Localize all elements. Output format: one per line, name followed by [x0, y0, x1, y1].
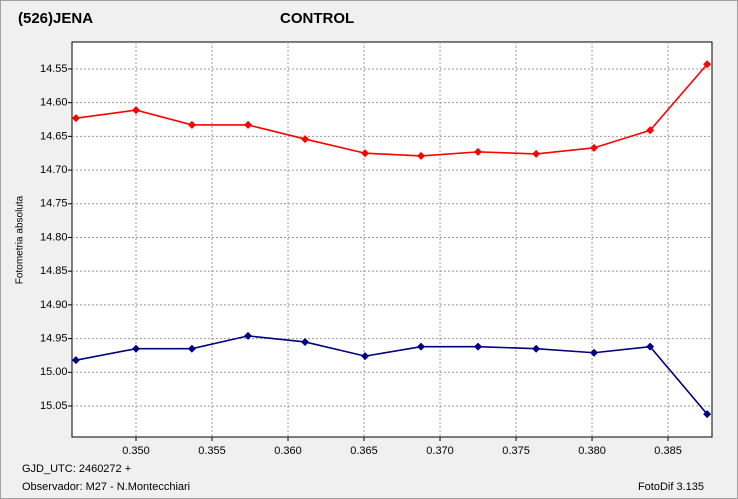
x-tick-label: 0.380: [578, 445, 606, 457]
y-tick-label: 14.90: [40, 299, 68, 311]
data-point: [187, 120, 196, 129]
data-point: [301, 135, 310, 144]
plot-area: [71, 41, 713, 438]
control-title: CONTROL: [280, 10, 354, 27]
footer-text: GJD_UTC: 2460272 +: [22, 463, 131, 475]
data-point: [474, 342, 483, 351]
y-tick-label: 14.60: [40, 97, 68, 109]
y-tick-label: 14.80: [40, 231, 68, 243]
data-point: [187, 344, 196, 353]
data-point: [71, 356, 80, 365]
data-point: [703, 60, 712, 69]
series-line: [75, 335, 708, 415]
data-point: [703, 410, 712, 419]
target-title: (526)JENA: [18, 10, 93, 27]
x-tick-label: 0.375: [502, 445, 530, 457]
y-tick-label: 14.55: [40, 63, 68, 75]
data-point: [301, 337, 310, 346]
footer-text: Observador: M27 - N.Montecchiari: [22, 481, 190, 493]
y-axis-label: Fotometria absoluta: [15, 195, 26, 284]
y-tick-label: 14.95: [40, 332, 68, 344]
data-point: [590, 348, 599, 357]
data-point: [132, 344, 140, 353]
data-point: [532, 149, 541, 158]
data-point: [417, 342, 426, 351]
data-point: [590, 143, 599, 152]
x-tick-label: 0.365: [350, 445, 378, 457]
data-point: [361, 352, 370, 361]
data-point: [532, 344, 541, 353]
footer-text: FotoDif 3.135: [638, 481, 704, 493]
y-tick-label: 14.85: [40, 265, 68, 277]
x-tick-label: 0.370: [426, 445, 454, 457]
data-point: [244, 331, 253, 340]
y-tick-label: 14.75: [40, 198, 68, 210]
data-point: [646, 126, 655, 135]
y-tick-label: 15.00: [40, 366, 68, 378]
y-tick-label: 14.70: [40, 164, 68, 176]
data-point: [646, 342, 655, 351]
series-line: [75, 63, 708, 157]
data-point: [132, 106, 140, 115]
y-tick-label: 15.05: [40, 400, 68, 412]
x-tick-label: 0.350: [122, 445, 150, 457]
y-tick-label: 14.65: [40, 130, 68, 142]
data-point: [361, 149, 370, 158]
x-tick-label: 0.385: [654, 445, 682, 457]
data-point: [244, 120, 253, 129]
data-point: [474, 147, 483, 156]
x-tick-label: 0.360: [274, 445, 302, 457]
data-point: [417, 151, 426, 160]
data-point: [71, 114, 80, 123]
x-tick-label: 0.355: [198, 445, 226, 457]
